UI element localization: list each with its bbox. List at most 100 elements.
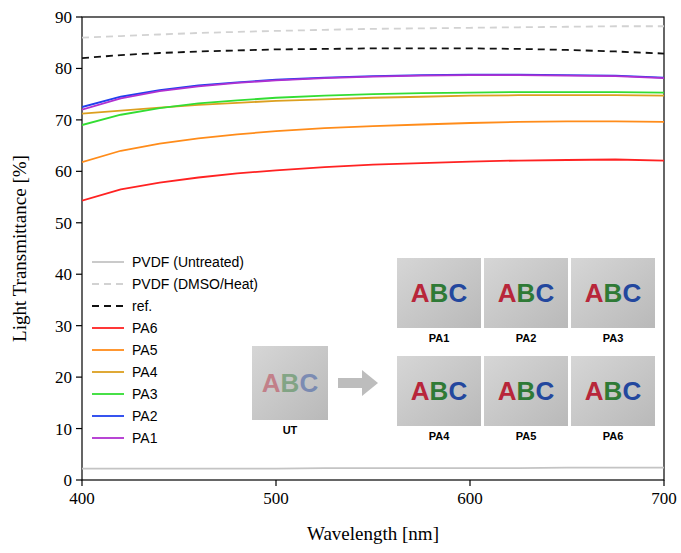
series-line [82, 48, 664, 58]
x-tick [81, 480, 82, 486]
sample-letter: C [299, 368, 318, 398]
legend-label: PA3 [132, 386, 158, 402]
y-tick [76, 222, 82, 223]
x-tick-label: 400 [69, 489, 95, 508]
x-tick [275, 480, 276, 486]
legend-swatch [92, 261, 124, 263]
legend-label: PA5 [132, 342, 158, 358]
sample-photo [571, 258, 655, 328]
chart: 400 500 600 700 0 10 20 30 40 50 60 70 80 90 Wavelengt… [0, 0, 681, 553]
sample-text: ABC [585, 376, 642, 406]
sample-letter: B [604, 278, 623, 308]
y-tick-label: 0 [64, 471, 73, 490]
sample-text: ABC [585, 278, 642, 308]
sample-letter: C [535, 278, 554, 308]
y-tick [76, 274, 82, 275]
legend-swatch [92, 415, 124, 417]
legend-label: PA4 [132, 364, 158, 380]
y-tick-label: 60 [55, 162, 72, 181]
legend-label: PA6 [132, 320, 158, 336]
sample-label: PA1 [429, 332, 450, 344]
sample-text: ABC [498, 376, 555, 406]
legend-swatch [92, 349, 124, 351]
sample-photo [397, 258, 481, 328]
y-tick-label: 90 [55, 8, 72, 27]
legend-label: PVDF (Untreated) [132, 254, 244, 270]
plot-frame [82, 17, 664, 480]
sample-photo [484, 258, 568, 328]
sample-letter: A [262, 368, 281, 398]
sample-letter: B [430, 278, 449, 308]
x-tick-label: 700 [651, 489, 677, 508]
series-group [82, 26, 664, 468]
y-tick [76, 171, 82, 172]
y-tick [76, 377, 82, 378]
sample-photo [397, 356, 481, 426]
sample-label: PA5 [516, 430, 537, 442]
arrow [338, 370, 378, 396]
y-tick-label: 10 [55, 420, 72, 439]
legend-label: PVDF (DMSO/Heat) [132, 276, 258, 292]
y-tick-label: 80 [55, 59, 72, 78]
legend-swatch [92, 437, 124, 439]
sample-text: ABC [498, 278, 555, 308]
sample-letter: C [622, 278, 641, 308]
x-tick-label: 600 [457, 489, 483, 508]
legend-swatch [92, 393, 124, 395]
y-tick [76, 428, 82, 429]
series-line [82, 92, 664, 125]
y-tick [76, 68, 82, 69]
sample-label: PA4 [429, 430, 450, 442]
x-tick [469, 480, 470, 486]
sample-letter: B [430, 376, 449, 406]
legend-swatch [92, 371, 124, 373]
sample-text: ABC [411, 278, 468, 308]
sample-letter: B [281, 368, 300, 398]
series-line [82, 26, 664, 37]
sample-letter: C [622, 376, 641, 406]
legend-label: PA2 [132, 408, 158, 424]
sample-photo [484, 356, 568, 426]
sample-letter: B [517, 278, 536, 308]
sample-letter: A [585, 278, 604, 308]
sample-letter: A [411, 376, 430, 406]
legend-swatch [92, 283, 124, 285]
sample-label: PA6 [603, 430, 624, 442]
legend-swatch [92, 305, 124, 307]
y-axis-title: Light Transmittance [%] [9, 155, 30, 342]
sample-letter: A [498, 376, 517, 406]
sample-letter: A [585, 376, 604, 406]
y-tick-label: 20 [55, 368, 72, 387]
y-tick [76, 119, 82, 120]
sample-letter: A [411, 278, 430, 308]
sample-label: UT [283, 424, 298, 436]
sample-label: PA3 [603, 332, 624, 344]
sample-letter: B [517, 376, 536, 406]
series-line [82, 160, 664, 201]
sample-letter: C [448, 278, 467, 308]
y-tick-label: 50 [55, 214, 72, 233]
y-tick-label: 70 [55, 111, 72, 130]
sample-photo [571, 356, 655, 426]
y-tick-label: 40 [55, 265, 72, 284]
sample-letter: B [604, 376, 623, 406]
y-tick [76, 325, 82, 326]
series-line [82, 75, 664, 109]
x-tick-label: 500 [263, 489, 289, 508]
legend-label: ref. [132, 298, 152, 314]
y-tick [76, 479, 82, 480]
sample-letter: A [498, 278, 517, 308]
series-line [82, 121, 664, 162]
legend-swatch [92, 327, 124, 329]
sample-photo [252, 346, 328, 420]
x-axis-title: Wavelength [nm] [307, 523, 439, 544]
series-line [82, 95, 664, 114]
sample-text: ABC [411, 376, 468, 406]
x-tick [663, 480, 664, 486]
series-line [82, 468, 664, 469]
y-tick-label: 30 [55, 317, 72, 336]
sample-letter: C [535, 376, 554, 406]
y-tick [76, 16, 82, 17]
sample-label: PA2 [516, 332, 537, 344]
sample-letter: C [448, 376, 467, 406]
